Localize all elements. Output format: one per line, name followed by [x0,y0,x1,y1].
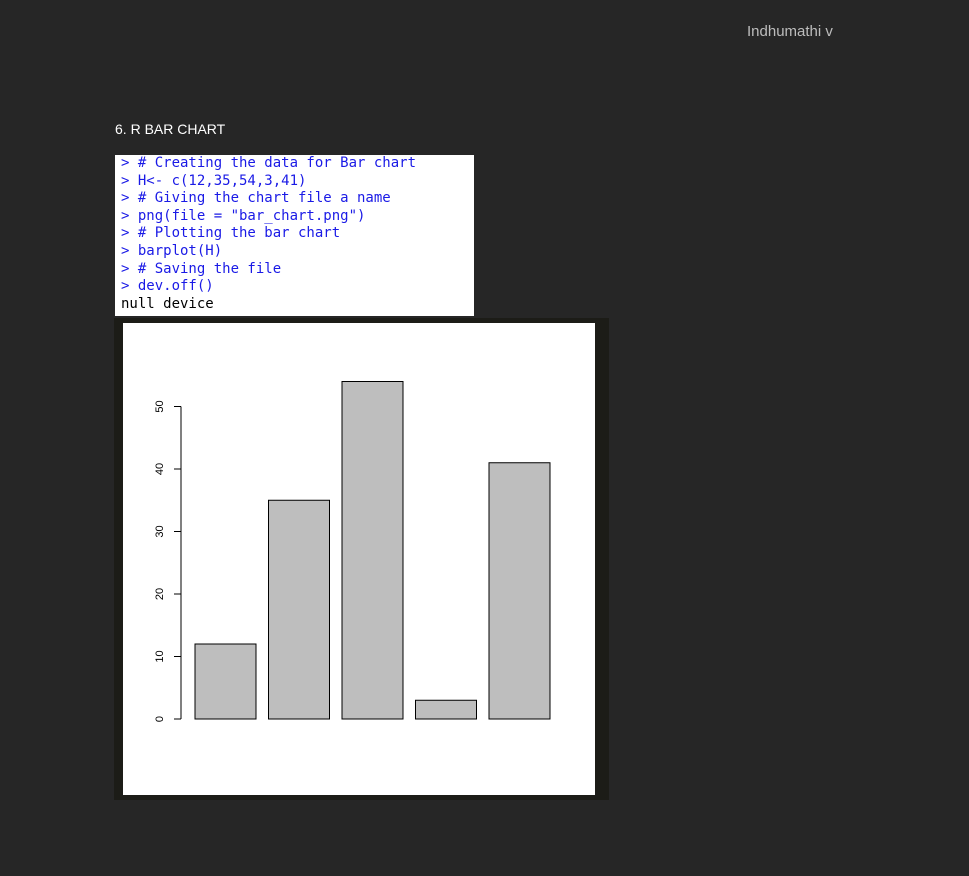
author-name: Indhumathi v [747,23,833,40]
y-tick-label: 20 [154,588,166,600]
console-line: > barplot(H) [121,242,223,259]
console-line: > # Creating the data for Bar chart [121,155,417,171]
bar-chart-svg: 0 10 20 30 40 50 [154,381,551,722]
bar [268,499,330,720]
console-output-line: null device [121,295,214,312]
console-line: > dev.off() [121,278,214,295]
y-tick-label: 40 [154,463,166,475]
bar [341,381,404,720]
console-line: > # Giving the chart file a name [121,190,391,207]
bar [194,643,257,720]
console-line: > H<- c(12,35,54,3,41) [121,172,307,189]
section-title: 6. R BAR CHART [115,121,226,137]
r-console-output: > # Creating the data for Bar chart > H<… [115,155,474,316]
console-line: > # Plotting the bar chart [121,225,341,242]
y-tick-label: 10 [154,650,166,662]
console-line: > png(file = "bar_chart.png") [121,207,366,224]
bar-chart-image: 0 10 20 30 40 50 [123,323,595,795]
y-tick-label: 50 [154,400,166,412]
y-tick-label: 0 [154,716,166,722]
console-line: > # Saving the file [121,260,282,277]
bar [415,699,477,720]
y-axis: 0 10 20 30 40 50 [154,400,182,722]
bars-group [194,381,551,720]
y-tick-label: 30 [154,525,166,537]
bar [488,462,551,720]
